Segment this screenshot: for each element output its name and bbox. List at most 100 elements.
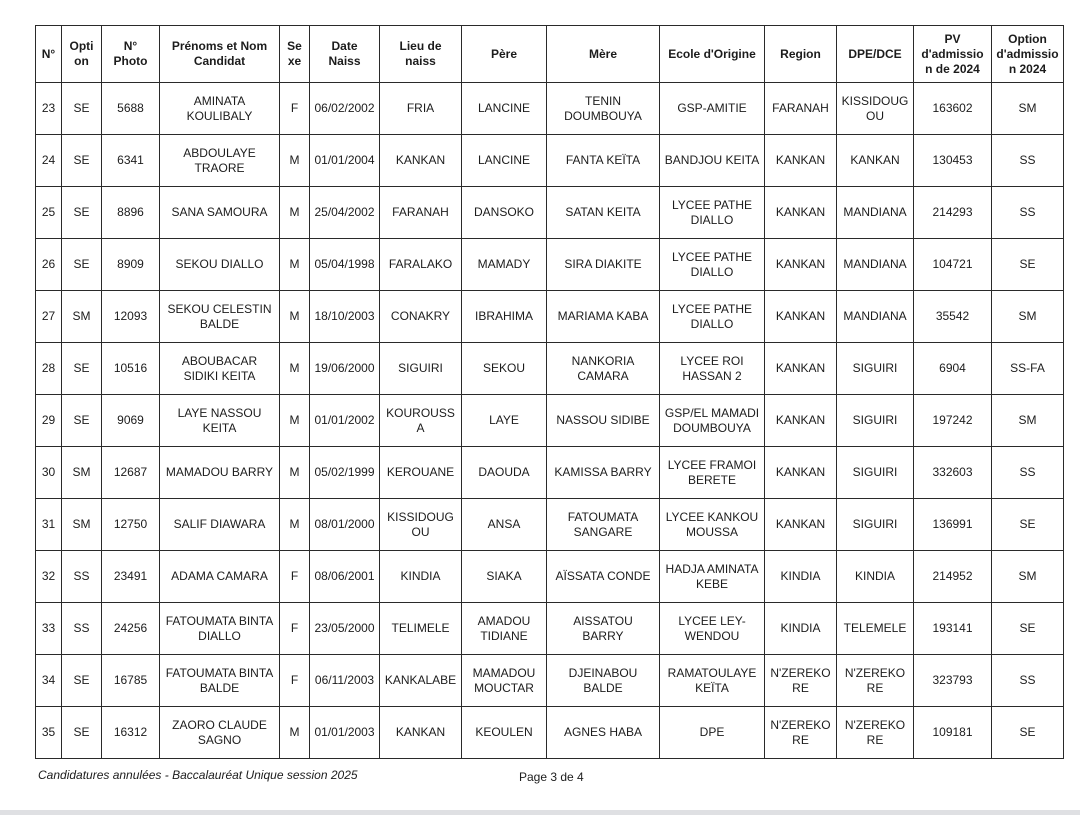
cell-pv: 130453 [913,134,992,187]
cell-name: ADAMA CAMARA [159,550,280,603]
cell-region: KANKAN [764,186,837,239]
cell-pv: 109181 [913,706,992,759]
cell-opt-admission: SM [991,550,1064,603]
cell-sexe: M [279,238,310,291]
cell-dpe: KISSIDOUGOU [836,82,914,135]
cell-n: 27 [35,290,62,343]
table-row: 31 SM 12750 SALIF DIAWARA M 08/01/2000 KISSIDO… [35,498,1064,551]
cell-region: KINDIA [764,550,837,603]
table-row: 30 SM 12687 MAMADOU BARRY M 05/02/1999 KEROUAN… [35,446,1064,499]
cell-dpe: SIGUIRI [836,446,914,499]
cell-n: 26 [35,238,62,291]
column-header-pere: Père [461,25,547,83]
cell-dpe: SIGUIRI [836,394,914,447]
cell-ecole: GSP/EL MAMADI DOUMBOUYA [659,394,765,447]
cell-sexe: M [279,446,310,499]
cell-region: KANKAN [764,290,837,343]
cell-option: SE [61,186,102,239]
cell-region: KANKAN [764,394,837,447]
cell-lieu: KEROUANE [379,446,462,499]
cell-dpe: KINDIA [836,550,914,603]
cell-region: KANKAN [764,342,837,395]
cell-mere: AGNES HABA [546,706,660,759]
cell-opt-admission: SM [991,394,1064,447]
column-header-dpe: DPE/DCE [836,25,914,83]
cell-n: 34 [35,654,62,707]
cell-option: SE [61,82,102,135]
cell-photo: 12750 [101,498,160,551]
table-row: 26 SE 8909 SEKOU DIALLO M 05/04/1998 FARALAKO M… [35,238,1064,291]
cell-name: SEKOU CELESTIN BALDE [159,290,280,343]
cell-pere: SEKOU [461,342,547,395]
cell-pere: DANSOKO [461,186,547,239]
cell-pv: 332603 [913,446,992,499]
cell-n: 35 [35,706,62,759]
cell-sexe: M [279,186,310,239]
cell-option: SE [61,654,102,707]
cell-sexe: M [279,290,310,343]
cell-date: 01/01/2004 [309,134,380,187]
cell-lieu: KINDIA [379,550,462,603]
cell-pv: 323793 [913,654,992,707]
column-header-option: Option [61,25,102,83]
cell-dpe: KANKAN [836,134,914,187]
cell-date: 05/04/1998 [309,238,380,291]
cell-mere: KAMISSA BARRY [546,446,660,499]
cell-ecole: LYCEE KANKOU MOUSSA [659,498,765,551]
cell-opt-admission: SS [991,134,1064,187]
cell-option: SE [61,342,102,395]
cell-ecole: LYCEE PATHE DIALLO [659,186,765,239]
cell-opt-admission: SM [991,82,1064,135]
cell-ecole: LYCEE PATHE DIALLO [659,290,765,343]
cell-pv: 6904 [913,342,992,395]
cell-opt-admission: SE [991,238,1064,291]
cell-photo: 16785 [101,654,160,707]
cell-option: SS [61,602,102,655]
cell-pv: 104721 [913,238,992,291]
cell-name: SANA SAMOURA [159,186,280,239]
cell-mere: AISSATOU BARRY [546,602,660,655]
cell-pere: LANCINE [461,134,547,187]
column-header-region: Region [764,25,837,83]
cell-ecole: BANDJOU KEITA [659,134,765,187]
cell-region: KANKAN [764,238,837,291]
cell-pv: 136991 [913,498,992,551]
cell-name: SALIF DIAWARA [159,498,280,551]
cell-n: 25 [35,186,62,239]
cell-date: 18/10/2003 [309,290,380,343]
cell-ecole: DPE [659,706,765,759]
cell-lieu: SIGUIRI [379,342,462,395]
cell-lieu: CONAKRY [379,290,462,343]
cell-pere: SIAKA [461,550,547,603]
cell-sexe: M [279,134,310,187]
cell-photo: 24256 [101,602,160,655]
table-row: 33 SS 24256 FATOUMATA BINTA DIALLO F 23/05/20… [35,602,1064,655]
cell-pv: 163602 [913,82,992,135]
cell-mere: AÏSSATA CONDE [546,550,660,603]
cell-option: SE [61,706,102,759]
cell-sexe: M [279,498,310,551]
cell-opt-admission: SS [991,654,1064,707]
cell-name: FATOUMATA BINTA BALDE [159,654,280,707]
column-header-name: Prénoms et Nom Candidat [159,25,280,83]
cell-sexe: F [279,550,310,603]
cell-pere: LANCINE [461,82,547,135]
cell-dpe: N'ZEREKORE [836,706,914,759]
cell-photo: 12093 [101,290,160,343]
cell-region: KINDIA [764,602,837,655]
cell-region: KANKAN [764,446,837,499]
table-row: 27 SM 12093 SEKOU CELESTIN BALDE M 18/10/2003… [35,290,1064,343]
table-header-row: N° Option N° Photo Prénoms et Nom Candidat S… [35,25,1064,83]
cell-mere: NANKORIA CAMARA [546,342,660,395]
column-header-pv: PV d'admission de 2024 [913,25,992,83]
cell-dpe: MANDIANA [836,290,914,343]
cell-option: SE [61,394,102,447]
cell-lieu: FARALAKO [379,238,462,291]
cell-n: 31 [35,498,62,551]
cell-opt-admission: SE [991,498,1064,551]
cell-lieu: FRIA [379,82,462,135]
cell-pv: 214293 [913,186,992,239]
bottom-edge-strip [0,810,1080,815]
cell-region: KANKAN [764,134,837,187]
cell-pere: MAMADY [461,238,547,291]
